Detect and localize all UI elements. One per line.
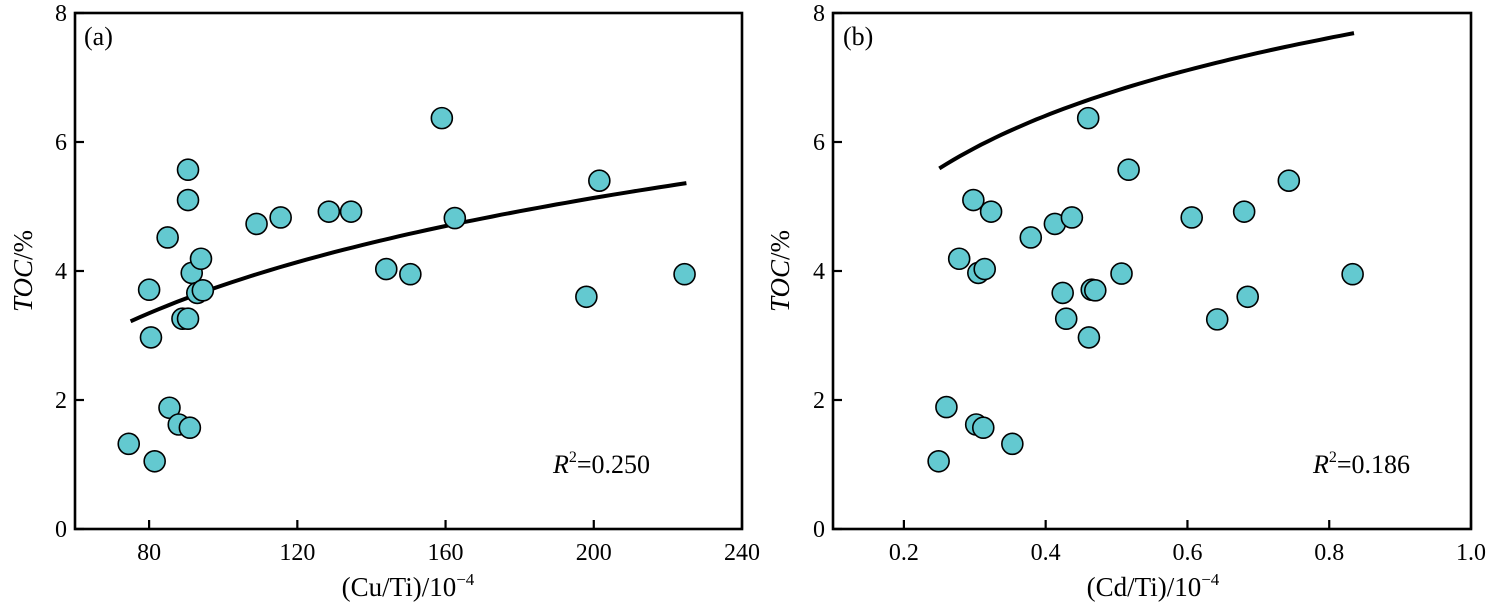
data-point-b-8: [979, 200, 1003, 223]
y-axis-title-b: TOC/%: [765, 230, 795, 312]
y-tick-label-b-4: 8: [813, 1, 825, 27]
y-tick-label-a-1: 2: [55, 388, 67, 414]
data-point-b-9: [1001, 432, 1024, 456]
x-tick-label-a-3: 200: [576, 540, 612, 566]
data-point-a-14: [189, 247, 213, 271]
data-point-a-16: [245, 212, 268, 236]
data-point-b-21: [1180, 206, 1203, 229]
x-axis-title-a: (Cu/Ti)/10−4: [342, 570, 475, 602]
y-tick-label-a-2: 4: [55, 259, 67, 285]
data-point-b-3: [962, 188, 985, 212]
data-point-b-2: [947, 247, 971, 271]
data-point-b-7: [973, 257, 997, 281]
panel-a: (a) R2=0.250 (Cu/Ti)/10−4 TOC/% 80 120 160…: [8, 1, 760, 602]
data-point-a-0: [117, 432, 141, 456]
data-point-a-3: [143, 449, 166, 473]
data-point-a-21: [399, 262, 422, 286]
data-point-b-19: [1110, 262, 1133, 285]
data-point-b-10: [1019, 226, 1043, 249]
y-tick-label-a-0: 0: [55, 517, 67, 543]
y-tick-label-b-1: 2: [813, 388, 825, 414]
data-point-a-17: [269, 206, 292, 229]
x-tick-label-a-1: 120: [279, 540, 315, 566]
fit-curve-b: [938, 31, 1355, 171]
y-tick-label-a-4: 8: [55, 1, 67, 27]
data-point-b-14: [1060, 206, 1084, 229]
y-tick-label-a-3: 6: [55, 130, 67, 156]
data-point-a-15: [191, 279, 215, 302]
data-point-b-22: [1205, 308, 1229, 331]
x-tick-label-a-2: 160: [428, 540, 464, 566]
data-point-a-23: [443, 206, 467, 230]
fit-curve-a: [129, 181, 687, 324]
panel-b: (b) R2=0.186 (Cd/Ti)/10−4 TOC/% 0.2 0.4 0.…: [765, 1, 1486, 602]
r-squared-annotation-b: R2=0.186: [1312, 449, 1410, 479]
data-point-b-1: [935, 395, 958, 419]
data-point-a-26: [673, 262, 696, 286]
data-point-a-22: [430, 106, 454, 130]
x-tick-label-a-4: 240: [724, 540, 760, 566]
x-tick-label-b-3: 0.8: [1314, 540, 1344, 566]
data-point-b-0: [927, 449, 950, 473]
data-point-b-16: [1077, 326, 1101, 349]
data-point-a-19: [339, 200, 363, 223]
data-point-b-6: [971, 416, 995, 440]
data-point-b-13: [1054, 307, 1078, 331]
data-point-a-11: [178, 416, 202, 440]
x-tick-label-b-0: 0.2: [889, 540, 919, 566]
x-tick-label-b-2: 0.6: [1172, 540, 1202, 566]
y-tick-label-b-2: 4: [813, 259, 825, 285]
y-tick-label-b-0: 0: [813, 517, 825, 543]
data-point-a-1: [137, 278, 161, 302]
x-tick-label-a-0: 80: [137, 540, 161, 566]
y-tick-label-b-3: 6: [813, 130, 825, 156]
data-point-a-2: [139, 326, 163, 349]
panel-label-b: (b): [843, 22, 873, 51]
panel-label-a: (a): [84, 22, 113, 51]
data-point-a-10: [176, 307, 200, 331]
data-point-b-15: [1076, 106, 1100, 130]
data-point-a-20: [374, 257, 398, 281]
data-point-b-12: [1051, 281, 1074, 305]
data-point-a-18: [317, 200, 341, 223]
data-point-a-9: [176, 188, 200, 212]
x-axis-title-b: (Cd/Ti)/10−4: [1087, 570, 1220, 602]
r-squared-annotation-a: R2=0.250: [552, 449, 650, 479]
data-point-a-25: [588, 169, 611, 192]
data-point-a-24: [575, 285, 598, 309]
data-point-a-8: [176, 158, 200, 182]
y-axis-title-a: TOC/%: [8, 230, 38, 312]
data-point-a-4: [156, 226, 179, 249]
data-point-b-25: [1277, 169, 1301, 192]
data-point-b-24: [1236, 285, 1259, 309]
data-point-b-18: [1083, 279, 1107, 302]
data-point-b-20: [1117, 158, 1140, 182]
data-point-b-23: [1232, 200, 1256, 223]
x-tick-label-b-1: 0.4: [1031, 540, 1061, 566]
data-point-b-26: [1341, 262, 1364, 286]
x-tick-label-b-4: 1.0: [1456, 540, 1486, 566]
